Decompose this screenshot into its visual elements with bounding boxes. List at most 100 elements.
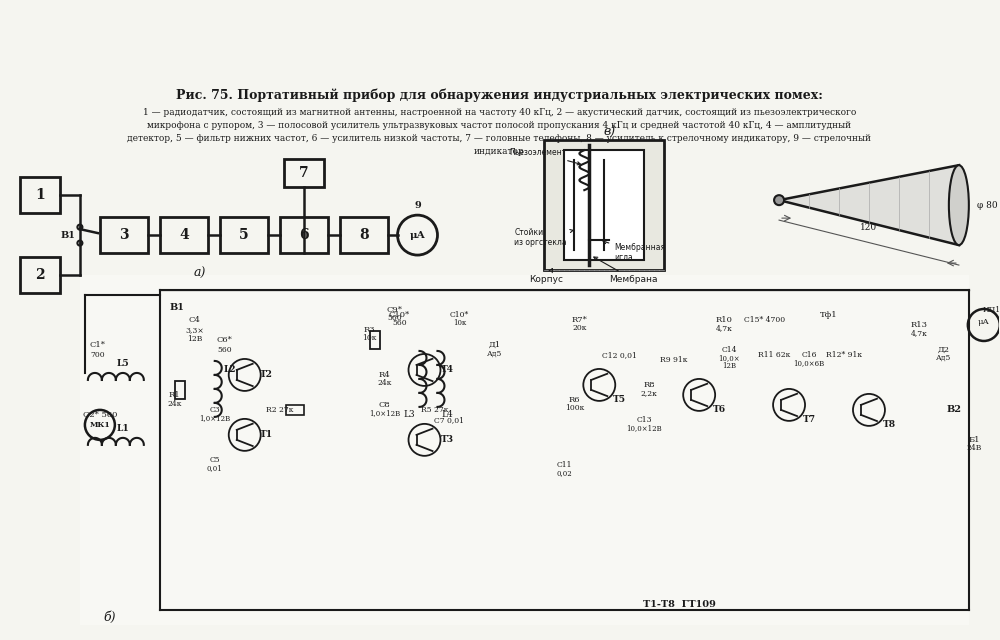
Bar bbox=[564, 150, 644, 260]
Text: R6: R6 bbox=[569, 396, 580, 404]
Text: R2 27к: R2 27к bbox=[266, 406, 293, 414]
Text: 10,0×12В: 10,0×12В bbox=[626, 424, 662, 432]
Text: R12* 91к: R12* 91к bbox=[826, 351, 862, 359]
Circle shape bbox=[774, 195, 784, 205]
Text: Рис. 75. Портативный прибор для обнаружения индустриальных электрических помех:: Рис. 75. Портативный прибор для обнаруже… bbox=[176, 88, 823, 102]
Text: Т5: Т5 bbox=[613, 396, 626, 404]
Text: В1: В1 bbox=[60, 230, 75, 239]
Text: 6: 6 bbox=[299, 228, 308, 242]
Text: C4: C4 bbox=[189, 316, 201, 324]
Text: 9: 9 bbox=[414, 200, 421, 210]
Text: 1: 1 bbox=[35, 188, 45, 202]
Text: Корпус: Корпус bbox=[529, 269, 563, 284]
Text: 1 — радиодатчик, состоящий из магнитной антенны, настроенной на частоту 40 кГц, : 1 — радиодатчик, состоящий из магнитной … bbox=[143, 108, 856, 116]
Text: 24В: 24В bbox=[966, 444, 982, 452]
Text: C11: C11 bbox=[557, 461, 572, 469]
Text: 4: 4 bbox=[179, 228, 189, 242]
Text: индикатор: индикатор bbox=[474, 147, 525, 156]
Text: 100к: 100к bbox=[565, 404, 584, 412]
Ellipse shape bbox=[949, 165, 969, 245]
Text: МК1: МК1 bbox=[90, 421, 110, 429]
Text: R5 27к: R5 27к bbox=[421, 406, 448, 414]
Text: Т6: Т6 bbox=[713, 405, 726, 414]
Text: Д2: Д2 bbox=[938, 346, 950, 354]
Bar bbox=[175, 381, 185, 399]
Text: R13: R13 bbox=[910, 321, 927, 329]
Text: C13: C13 bbox=[636, 416, 652, 424]
Text: ИП1: ИП1 bbox=[983, 306, 1000, 314]
Text: 560: 560 bbox=[387, 314, 402, 322]
Text: R8: R8 bbox=[643, 381, 655, 389]
Text: L5: L5 bbox=[117, 360, 129, 369]
Text: Б1: Б1 bbox=[968, 436, 980, 444]
Text: 3,3×: 3,3× bbox=[185, 326, 204, 334]
Text: L2: L2 bbox=[223, 365, 236, 374]
Text: Т4: Т4 bbox=[441, 365, 454, 374]
Text: 12В: 12В bbox=[187, 335, 202, 343]
Text: C10*: C10* bbox=[389, 311, 410, 319]
Text: 4,7к: 4,7к bbox=[716, 324, 733, 332]
Text: В2: В2 bbox=[946, 405, 961, 414]
Text: Т1: Т1 bbox=[260, 430, 273, 440]
Text: C3: C3 bbox=[209, 406, 220, 414]
Text: 560: 560 bbox=[217, 346, 232, 354]
Bar bbox=[160, 217, 208, 253]
Text: Мембранная
игла: Мембранная игла bbox=[603, 241, 665, 262]
Text: 8: 8 bbox=[359, 228, 368, 242]
Text: L3: L3 bbox=[404, 410, 415, 419]
Text: R1: R1 bbox=[169, 391, 181, 399]
Text: 20к: 20к bbox=[572, 324, 587, 332]
Text: R3: R3 bbox=[364, 326, 375, 334]
Text: а): а) bbox=[194, 266, 206, 280]
Text: C15* 4700: C15* 4700 bbox=[744, 316, 785, 324]
Text: C8: C8 bbox=[379, 401, 390, 409]
Text: 10,0×: 10,0× bbox=[718, 354, 740, 362]
Text: Т8: Т8 bbox=[882, 420, 896, 429]
Text: Д1: Д1 bbox=[488, 341, 500, 349]
Polygon shape bbox=[779, 165, 959, 245]
Text: 2: 2 bbox=[35, 268, 45, 282]
Text: 10к: 10к bbox=[453, 319, 466, 327]
Text: 120: 120 bbox=[860, 223, 878, 232]
Text: R10: R10 bbox=[716, 316, 733, 324]
Text: б): б) bbox=[104, 611, 116, 624]
Text: детектор, 5 — фильтр нижних частот, 6 — усилитель низкой частоты, 7 — головные т: детектор, 5 — фильтр нижних частот, 6 — … bbox=[127, 134, 871, 143]
Text: В1: В1 bbox=[169, 303, 184, 312]
Text: C7 0,01: C7 0,01 bbox=[434, 416, 464, 424]
Text: 7: 7 bbox=[299, 166, 308, 180]
Text: 10,0×6В: 10,0×6В bbox=[793, 359, 825, 367]
Text: 0,02: 0,02 bbox=[556, 469, 572, 477]
Text: Ад5: Ад5 bbox=[936, 354, 952, 362]
Text: C2* 560: C2* 560 bbox=[83, 411, 117, 419]
Text: C6*: C6* bbox=[217, 336, 233, 344]
Text: φ 80: φ 80 bbox=[977, 200, 997, 210]
Text: L4: L4 bbox=[442, 410, 453, 419]
Text: R9 91к: R9 91к bbox=[660, 356, 688, 364]
Text: Т1-Т8  ГТ109: Т1-Т8 ГТ109 bbox=[643, 600, 716, 609]
Text: в): в) bbox=[603, 125, 615, 139]
Text: C5: C5 bbox=[209, 456, 220, 464]
Text: R7*: R7* bbox=[571, 316, 587, 324]
Text: R4: R4 bbox=[379, 371, 390, 379]
Text: R11 62к: R11 62к bbox=[758, 351, 790, 359]
Bar bbox=[80, 275, 969, 625]
Text: 1,0×12В: 1,0×12В bbox=[369, 409, 400, 417]
Text: 5: 5 bbox=[239, 228, 249, 242]
Bar bbox=[284, 159, 324, 187]
Text: 24к: 24к bbox=[377, 379, 392, 387]
Text: 700: 700 bbox=[90, 351, 105, 359]
Bar bbox=[20, 177, 60, 213]
Text: Ад5: Ад5 bbox=[487, 350, 502, 358]
Text: μА: μА bbox=[410, 230, 426, 239]
Text: C14: C14 bbox=[721, 346, 737, 354]
Text: 2,2к: 2,2к bbox=[641, 389, 658, 397]
Bar bbox=[370, 331, 380, 349]
Bar bbox=[20, 257, 60, 293]
Text: Пьезоэлемент: Пьезоэлемент bbox=[509, 148, 580, 165]
Text: C12 0,01: C12 0,01 bbox=[602, 351, 637, 359]
Text: Мембрана: Мембрана bbox=[594, 257, 658, 284]
Text: микрофона с рупором, 3 — полосовой усилитель ультразвуковых частот полосой пропу: микрофона с рупором, 3 — полосовой усили… bbox=[147, 121, 851, 130]
Text: 3: 3 bbox=[119, 228, 129, 242]
Text: μА: μА bbox=[978, 318, 990, 326]
Text: 24к: 24к bbox=[168, 400, 182, 408]
